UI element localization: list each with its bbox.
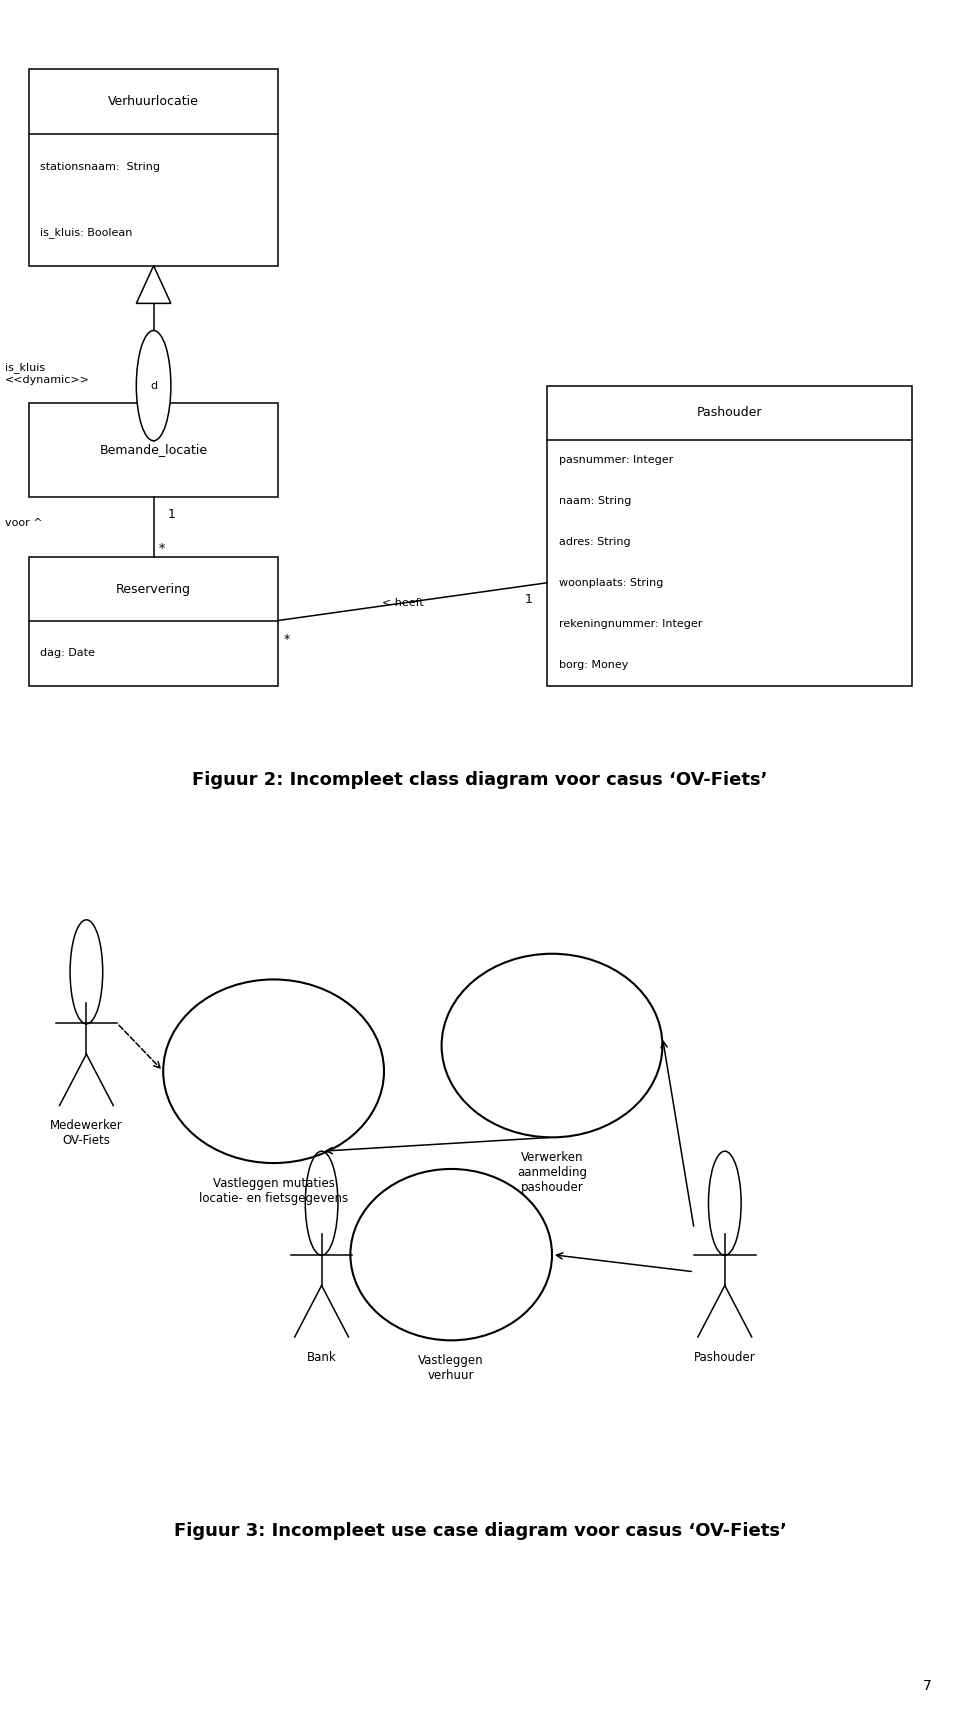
Text: is_kluis
<<dynamic>>: is_kluis <<dynamic>>	[5, 362, 89, 386]
Text: *: *	[283, 632, 290, 646]
Text: Pashouder: Pashouder	[697, 406, 762, 420]
Text: Figuur 2: Incompleet class diagram voor casus ‘OV-Fiets’: Figuur 2: Incompleet class diagram voor …	[192, 771, 768, 788]
Text: *: *	[158, 542, 165, 555]
Bar	[547, 386, 912, 686]
Text: Vastleggen mutaties
locatie- en fietsgegevens: Vastleggen mutaties locatie- en fietsgeg…	[199, 1178, 348, 1205]
Text: pasnummer: Integer: pasnummer: Integer	[559, 456, 673, 464]
Bar	[29, 69, 278, 266]
Text: < heeft: < heeft	[382, 598, 424, 608]
Bar	[29, 403, 278, 497]
Text: woonplaats: String: woonplaats: String	[559, 578, 663, 588]
Text: Figuur 3: Incompleet use case diagram voor casus ‘OV-Fiets’: Figuur 3: Incompleet use case diagram vo…	[174, 1522, 786, 1539]
Text: d: d	[150, 381, 157, 391]
Ellipse shape	[136, 331, 171, 440]
Text: 1: 1	[168, 507, 176, 521]
Text: Verwerken
aanmelding
pashouder: Verwerken aanmelding pashouder	[517, 1152, 587, 1195]
Text: dag: Date: dag: Date	[40, 648, 95, 658]
Text: Bemande_locatie: Bemande_locatie	[100, 444, 207, 456]
Text: voor ^: voor ^	[5, 518, 42, 528]
Text: 7: 7	[923, 1680, 931, 1693]
Text: 1: 1	[525, 593, 533, 607]
Text: Verhuurlocatie: Verhuurlocatie	[108, 94, 199, 108]
Text: stationsnaam:  String: stationsnaam: String	[40, 161, 160, 171]
Text: Bank: Bank	[307, 1351, 336, 1364]
Text: borg: Money: borg: Money	[559, 660, 628, 670]
Text: Reservering: Reservering	[116, 583, 191, 596]
Text: naam: String: naam: String	[559, 495, 631, 506]
Text: Medewerker
OV-Fiets: Medewerker OV-Fiets	[50, 1119, 123, 1147]
Text: rekeningnummer: Integer: rekeningnummer: Integer	[559, 619, 702, 629]
Bar	[29, 557, 278, 686]
Text: is_kluis: Boolean: is_kluis: Boolean	[40, 228, 132, 238]
Text: Pashouder: Pashouder	[694, 1351, 756, 1364]
Text: adres: String: adres: String	[559, 536, 631, 547]
Polygon shape	[136, 266, 171, 303]
Text: Vastleggen
verhuur: Vastleggen verhuur	[419, 1354, 484, 1381]
